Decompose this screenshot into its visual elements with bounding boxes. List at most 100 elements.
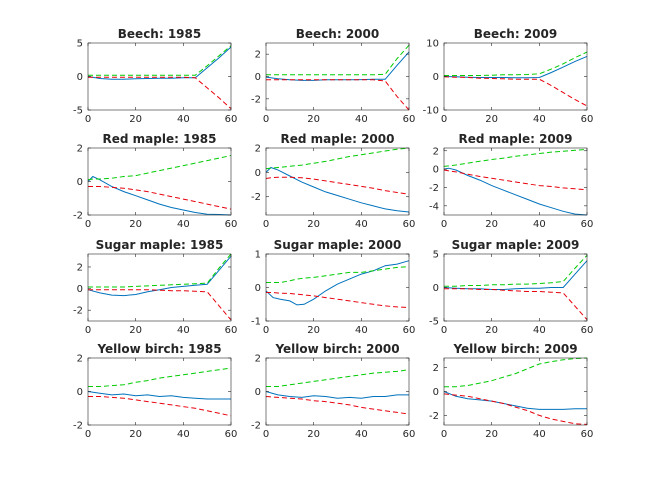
series-line <box>266 44 410 76</box>
series-line <box>443 260 588 290</box>
x-tick-label: 20 <box>129 114 142 125</box>
y-tick-label: 1 <box>255 250 261 261</box>
y-tick-label: -2 <box>251 421 261 432</box>
axes-frame <box>443 253 588 322</box>
x-tick-label: 40 <box>533 114 546 125</box>
x-tick-label: 60 <box>225 429 238 440</box>
x-tick-label: 60 <box>403 429 416 440</box>
y-tick-label: -4 <box>429 201 439 212</box>
series-line <box>265 176 410 195</box>
subplot-title: Beech: 1985 <box>118 27 201 41</box>
series-line <box>87 391 231 400</box>
axes-frame <box>265 357 410 426</box>
x-tick-label: 40 <box>355 114 368 125</box>
series-line <box>265 51 410 81</box>
y-tick-label: 0 <box>433 387 439 398</box>
subplot-title: Sugar maple: 1985 <box>96 238 224 252</box>
x-tick-label: 60 <box>581 219 594 230</box>
y-tick-label: -2 <box>73 421 83 432</box>
y-tick-label: -2 <box>251 94 261 105</box>
series-line <box>266 369 410 387</box>
x-tick-label: 40 <box>355 219 368 230</box>
axes-frame <box>87 357 232 426</box>
y-tick-label: 0 <box>255 168 261 179</box>
y-tick-label: -1 <box>251 317 261 328</box>
y-tick-label: 0 <box>77 177 83 188</box>
y-tick-label: 2 <box>77 354 83 365</box>
subplot-title: Beech: 2009 <box>474 27 557 41</box>
subplot-title: Red maple: 2009 <box>459 132 573 146</box>
series-line <box>87 46 232 80</box>
series-line <box>444 51 588 76</box>
series-line <box>443 393 588 425</box>
axes-frame <box>443 147 588 216</box>
series-line <box>443 55 588 79</box>
x-tick-label: 60 <box>403 325 416 336</box>
subplot-title: Sugar maple: 2009 <box>452 238 580 252</box>
x-tick-label: 0 <box>263 114 269 125</box>
y-tick-label: 2 <box>77 262 83 273</box>
y-tick-label: 2 <box>255 50 261 61</box>
axes-frame <box>265 147 410 216</box>
y-tick-label: 0 <box>77 387 83 398</box>
x-tick-label: 20 <box>485 219 498 230</box>
series-line <box>443 169 588 191</box>
x-tick-label: 0 <box>85 429 91 440</box>
x-tick-label: 20 <box>307 114 320 125</box>
x-tick-label: 60 <box>225 219 238 230</box>
x-tick-label: 20 <box>129 429 142 440</box>
x-tick-label: 40 <box>533 219 546 230</box>
y-tick-label: 2 <box>255 354 261 365</box>
x-tick-label: 40 <box>355 429 368 440</box>
series-line <box>87 255 232 297</box>
x-tick-label: 60 <box>403 114 416 125</box>
x-tick-label: 0 <box>85 325 91 336</box>
x-tick-label: 20 <box>307 219 320 230</box>
y-tick-label: -2 <box>251 192 261 203</box>
series-line <box>444 254 588 287</box>
x-tick-label: 40 <box>355 325 368 336</box>
series-line <box>88 396 232 417</box>
y-tick-label: -2 <box>73 211 83 222</box>
subplot-title: Yellow birch: 2009 <box>452 342 577 356</box>
subplot-title: Yellow birch: 2000 <box>274 342 399 356</box>
x-tick-label: 20 <box>129 219 142 230</box>
y-tick-label: -2 <box>73 306 83 317</box>
subplot-title: Red maple: 2000 <box>281 132 395 146</box>
x-tick-label: 20 <box>485 325 498 336</box>
axes-frame <box>265 253 410 322</box>
series-line <box>443 391 587 410</box>
y-tick-label: -5 <box>73 106 83 117</box>
series-line <box>443 76 588 107</box>
x-tick-label: 60 <box>581 325 594 336</box>
series-line <box>87 175 232 216</box>
x-tick-label: 0 <box>441 325 447 336</box>
series-line <box>444 357 588 388</box>
x-tick-label: 0 <box>441 114 447 125</box>
y-tick-label: -2 <box>429 411 439 422</box>
y-tick-label: 0 <box>433 283 439 294</box>
series-line <box>88 186 232 210</box>
x-tick-label: 0 <box>85 219 91 230</box>
series-line <box>88 76 232 110</box>
series-line <box>265 147 410 170</box>
subplot-title: Sugar maple: 2000 <box>274 238 402 252</box>
x-tick-label: 0 <box>263 219 269 230</box>
series-line <box>87 155 232 181</box>
subplot: Red maple: 2009 0 20 40 60 -4 -2 0 2 <box>429 132 593 230</box>
series-line <box>265 166 410 213</box>
x-tick-label: 0 <box>263 325 269 336</box>
x-tick-label: 40 <box>177 325 190 336</box>
y-tick-label: 0 <box>255 387 261 398</box>
x-tick-label: 20 <box>485 114 498 125</box>
x-tick-label: 20 <box>129 325 142 336</box>
